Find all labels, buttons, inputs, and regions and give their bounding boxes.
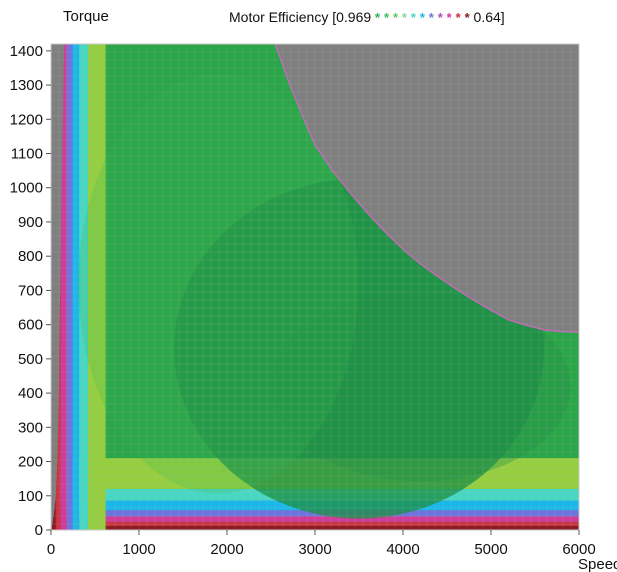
left-band-3 [60,44,67,530]
left-band-7 [87,44,106,530]
y-tick-label: 1000 [10,180,43,197]
chart-title: Motor Efficiency [0.969 * * * * * * * * … [229,9,505,25]
low-speed-unavailable-region [51,44,65,530]
chart-title-suffix: 0.64] [474,9,505,25]
legend-star-9: * [447,10,453,25]
legend-star-7: * [429,10,435,25]
y-axis-label: Torque [63,8,109,25]
efficiency-upper-left-region [78,73,359,494]
bottom-band-2 [51,521,579,526]
y-tick-label: 800 [18,248,43,265]
y-tick-label: 0 [35,522,43,539]
y-tick-label: 900 [18,214,43,231]
plot-area [50,43,580,531]
high-torque-boundary-line [274,44,579,333]
x-tick-label: 5000 [474,541,507,558]
y-tick-label: 600 [18,317,43,334]
x-tick-label: 0 [47,541,55,558]
legend-star-5: * [411,10,417,25]
y-tick-label: 200 [18,454,43,471]
legend-star-10: * [456,10,462,25]
x-axis-label: Speed [578,556,617,572]
bottom-band-3 [51,516,579,522]
legend-star-11: * [465,10,471,25]
legend-star-2: * [384,10,390,25]
x-tick-label: 4000 [386,541,419,558]
x-tick-label: 2000 [210,541,243,558]
chart-title-prefix: Motor Efficiency [0.969 [229,9,371,25]
x-tick-label: 6000 [562,541,595,558]
legend-star-6: * [420,10,426,25]
legend-star-4: * [402,10,408,25]
y-tick-label: 400 [18,385,43,402]
efficiency-heatmap [51,44,579,530]
high-torque-unavailable-region [275,44,579,333]
legend-star-1: * [375,10,381,25]
bottom-band-1 [51,525,579,530]
y-tick-label: 1400 [10,43,43,60]
y-tick-label: 100 [18,488,43,505]
left-band-4 [66,44,73,530]
x-tick-label: 3000 [298,541,331,558]
left-band-6 [79,44,88,530]
legend-star-3: * [393,10,399,25]
legend-star-8: * [438,10,444,25]
y-tick-label: 700 [18,282,43,299]
heatmap-grid [51,44,579,530]
y-tick-label: 1200 [10,111,43,128]
x-axis-ticks: 0 1000 2000 3000 4000 5000 6000 [47,530,596,558]
y-tick-label: 1100 [11,146,43,163]
left-band-5 [72,44,80,530]
y-tick-label: 1300 [10,77,43,94]
y-tick-label: 300 [18,419,43,436]
y-axis-ticks: 0 100 200 300 400 500 600 700 800 900 1000 1100 1200… [10,43,51,539]
x-tick-label: 1000 [122,541,155,558]
y-tick-label: 500 [18,351,43,368]
efficiency-mid-region [270,291,571,482]
